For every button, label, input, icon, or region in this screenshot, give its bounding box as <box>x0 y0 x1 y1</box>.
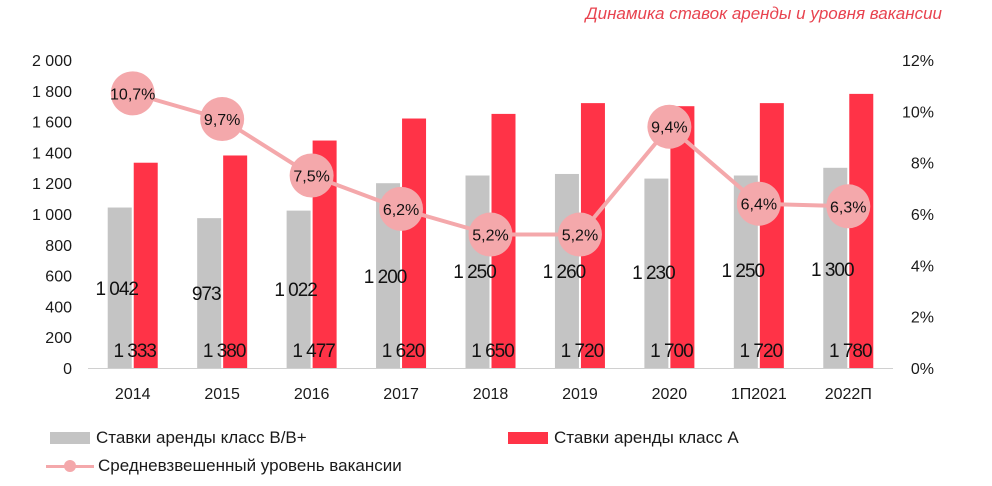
data-label-class-b: 1 200 <box>364 267 407 288</box>
y-right-tick-label: 4% <box>911 258 934 275</box>
bar-class-a <box>223 155 248 368</box>
y-right-tick-label: 10% <box>902 104 934 121</box>
x-tick-label: 2014 <box>115 386 151 403</box>
legend-item-vacancy: Средневзвешенный уровень вакансии <box>46 456 402 476</box>
data-label-class-a: 1 650 <box>471 341 514 362</box>
data-label-class-b: 1 022 <box>274 280 317 301</box>
vacancy-data-label: 9,7% <box>204 112 240 129</box>
chart-area: 0 200 400 600 800 1 000 1 200 1 400 1 600 1 800 2 … <box>32 53 934 403</box>
vacancy-point <box>379 186 424 231</box>
y-left-tick-label: 600 <box>45 269 72 286</box>
y-left-tick-label: 1 200 <box>32 176 72 193</box>
vacancy-point <box>289 153 334 198</box>
y-left-tick-label: 400 <box>45 299 72 316</box>
y-left-tick-label: 0 <box>63 361 72 378</box>
bar-class-b <box>286 210 311 368</box>
legend-swatch-vacancy <box>46 459 94 473</box>
legend-label-class-a: Ставки аренды класс А <box>554 428 739 447</box>
bar-class-a <box>849 93 874 368</box>
vacancy-data-label: 5,2% <box>472 228 508 245</box>
vacancy-data-label: 7,5% <box>293 169 329 186</box>
x-tick-label: 2016 <box>294 386 330 403</box>
data-label-class-b: 1 042 <box>95 279 138 300</box>
data-label-class-b: 1 250 <box>453 262 496 283</box>
vacancy-point <box>110 71 155 116</box>
bar-class-a <box>133 162 158 368</box>
legend-item-class-b: Ставки аренды класс B/B+ <box>50 428 307 448</box>
y-right-tick-label: 8% <box>911 156 934 173</box>
legend-swatch-class-b <box>50 432 90 444</box>
x-tick-label: 2022П <box>825 386 872 403</box>
vacancy-point <box>736 181 781 226</box>
bar-class-b <box>197 218 222 368</box>
y-left-tick-label: 1 600 <box>32 115 72 132</box>
y-left-tick-label: 2 000 <box>32 53 72 70</box>
y-right-tick-label: 2% <box>911 310 934 327</box>
y-right-tick-label: 6% <box>911 207 934 224</box>
legend-label-vacancy: Средневзвешенный уровень вакансии <box>98 456 402 475</box>
data-label-class-b: 1 300 <box>811 260 854 281</box>
vacancy-data-label: 10,7% <box>110 86 155 103</box>
legend-item-class-a: Ставки аренды класс А <box>508 428 739 448</box>
bar-class-b <box>644 178 669 368</box>
vacancy-data-label: 5,2% <box>562 228 598 245</box>
data-label-class-a: 1 720 <box>561 341 604 362</box>
data-label-class-b: 973 <box>192 284 221 305</box>
data-label-class-b: 1 230 <box>632 263 675 284</box>
x-tick-label: 2018 <box>473 386 509 403</box>
vacancy-point <box>647 104 692 149</box>
x-tick-label: 2020 <box>652 386 688 403</box>
x-tick-label: 2019 <box>562 386 598 403</box>
y-left-tick-label: 200 <box>45 330 72 347</box>
vacancy-point <box>200 97 245 142</box>
y-right-tick-label: 0% <box>911 361 934 378</box>
data-label-class-a: 1 333 <box>113 341 156 362</box>
chart-title: Динамика ставок аренды и уровня вакансии <box>585 4 942 23</box>
bar-class-a <box>402 118 427 369</box>
y-left-tick-label: 1 400 <box>32 145 72 162</box>
vacancy-data-label: 6,2% <box>383 202 419 219</box>
bar-class-b <box>465 175 490 368</box>
data-label-class-a: 1 380 <box>203 341 246 362</box>
bar-class-b <box>554 173 579 368</box>
vacancy-point <box>468 212 513 257</box>
y-left-tick-label: 1 800 <box>32 84 72 101</box>
y-left-tick-label: 800 <box>45 238 72 255</box>
y-right-tick-label: 12% <box>902 53 934 70</box>
legend-swatch-class-a <box>508 432 548 444</box>
x-tick-label: 1П2021 <box>731 386 787 403</box>
data-label-class-b: 1 260 <box>543 262 586 283</box>
x-tick-label: 2017 <box>383 386 419 403</box>
legend-label-class-b: Ставки аренды класс B/B+ <box>96 428 307 447</box>
bar-class-b <box>107 207 132 368</box>
vacancy-data-label: 6,3% <box>830 199 866 216</box>
data-label-class-a: 1 620 <box>382 341 425 362</box>
vacancy-data-label: 6,4% <box>741 197 777 214</box>
y-left-tick-label: 1 000 <box>32 207 72 224</box>
bar-class-a <box>670 106 695 368</box>
data-label-class-a: 1 780 <box>829 341 872 362</box>
data-label-class-a: 1 477 <box>292 341 335 362</box>
vacancy-point <box>557 212 602 257</box>
vacancy-point <box>826 184 871 229</box>
vacancy-data-label: 9,4% <box>651 120 687 137</box>
data-label-class-b: 1 250 <box>722 261 765 282</box>
data-label-class-a: 1 720 <box>740 341 783 362</box>
bar-class-a <box>759 103 784 369</box>
x-tick-label: 2015 <box>204 386 240 403</box>
data-label-class-a: 1 700 <box>650 341 693 362</box>
